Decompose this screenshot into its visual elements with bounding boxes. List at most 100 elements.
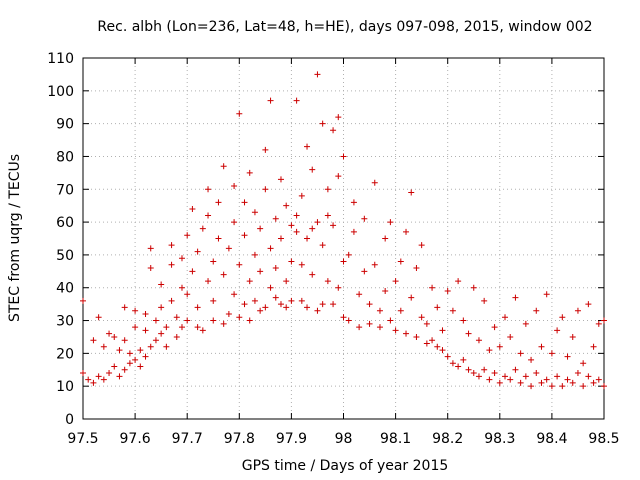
data-point <box>236 261 243 268</box>
data-point <box>392 327 399 334</box>
data-point <box>376 324 383 331</box>
data-point <box>543 291 550 298</box>
data-point <box>142 310 149 317</box>
data-point <box>408 189 415 196</box>
x-tick-label: 97.8 <box>224 431 255 447</box>
data-point <box>288 222 295 229</box>
x-tick-label: 97.7 <box>172 431 203 447</box>
x-tick-label: 98 <box>335 431 353 447</box>
y-tick-label: 80 <box>56 149 74 165</box>
data-point <box>418 314 425 321</box>
data-point <box>538 343 545 350</box>
y-tick-label: 40 <box>56 281 74 297</box>
data-point <box>486 376 493 383</box>
data-point <box>345 317 352 324</box>
data-point <box>564 376 571 383</box>
data-point <box>554 327 561 334</box>
data-point <box>106 370 113 377</box>
data-point <box>241 199 248 206</box>
data-point <box>210 297 217 304</box>
data-point <box>309 166 316 173</box>
y-tick-label: 110 <box>47 51 74 67</box>
data-point <box>460 356 467 363</box>
data-point <box>429 284 436 291</box>
data-point <box>111 333 118 340</box>
data-point <box>528 356 535 363</box>
data-point <box>116 373 123 380</box>
x-tick-label: 97.9 <box>276 431 307 447</box>
data-point <box>283 304 290 311</box>
data-point <box>335 284 342 291</box>
y-axis: 0 10 20 30 40 50 60 70 80 90 100 110 <box>47 51 604 428</box>
data-point <box>85 376 92 383</box>
data-point <box>350 228 357 235</box>
data-point <box>548 350 555 357</box>
data-point <box>585 301 592 308</box>
chart-title: Rec. albh (Lon=236, Lat=48, h=HE), days … <box>97 19 592 35</box>
y-tick-label: 50 <box>56 248 74 264</box>
data-point <box>324 186 331 193</box>
data-point <box>387 317 394 324</box>
data-point <box>559 314 566 321</box>
data-point <box>340 258 347 265</box>
data-point <box>272 294 279 301</box>
data-point <box>95 373 102 380</box>
grid-lines <box>83 58 604 419</box>
x-tick-label: 97.5 <box>67 431 98 447</box>
data-point <box>137 363 144 370</box>
data-point <box>152 317 159 324</box>
data-point <box>595 376 602 383</box>
data-point <box>283 278 290 285</box>
data-point <box>403 330 410 337</box>
data-point <box>465 366 472 373</box>
data-point <box>231 219 238 226</box>
data-point <box>132 356 139 363</box>
data-point <box>194 324 201 331</box>
data-point <box>168 242 175 249</box>
data-point <box>184 291 191 298</box>
data-point <box>324 212 331 219</box>
data-point <box>298 261 305 268</box>
data-point <box>184 232 191 239</box>
data-point <box>564 353 571 360</box>
data-point <box>277 176 284 183</box>
data-point <box>439 327 446 334</box>
data-point <box>371 261 378 268</box>
data-point <box>429 337 436 344</box>
x-tick-label: 97.6 <box>120 431 151 447</box>
data-point <box>142 353 149 360</box>
data-point <box>241 232 248 239</box>
data-point <box>100 376 107 383</box>
data-point <box>350 199 357 206</box>
data-point <box>189 205 196 212</box>
y-tick-label: 20 <box>56 346 74 362</box>
data-point <box>574 307 581 314</box>
data-point <box>574 370 581 377</box>
data-point <box>121 304 128 311</box>
data-point <box>220 320 227 327</box>
data-point <box>215 199 222 206</box>
data-point <box>475 337 482 344</box>
data-point <box>116 347 123 354</box>
data-point <box>246 317 253 324</box>
data-point <box>267 97 274 104</box>
data-point <box>502 373 509 380</box>
data-point <box>309 271 316 278</box>
data-point <box>95 314 102 321</box>
data-point <box>392 278 399 285</box>
data-point <box>126 360 133 367</box>
data-point <box>210 258 217 265</box>
data-point <box>340 153 347 160</box>
data-point <box>304 304 311 311</box>
data-point <box>220 163 227 170</box>
data-point <box>382 235 389 242</box>
data-point <box>585 373 592 380</box>
data-point <box>194 248 201 255</box>
data-point <box>90 379 97 386</box>
data-point <box>522 320 529 327</box>
data-point <box>178 284 185 291</box>
data-point <box>423 340 430 347</box>
data-point <box>569 379 576 386</box>
data-point <box>246 169 253 176</box>
data-point <box>434 343 441 350</box>
